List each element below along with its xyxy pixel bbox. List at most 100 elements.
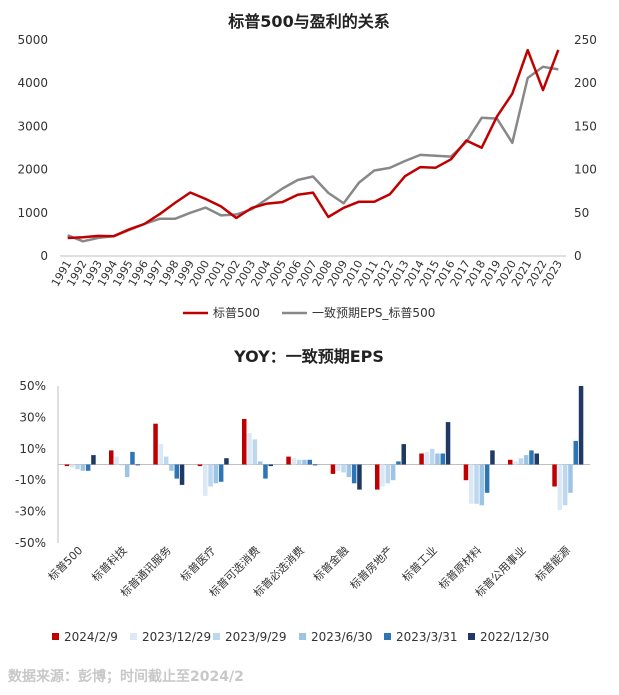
line-chart: 标普500与盈利的关系 0 1000 2000 3000 4000 5000 0 50 100…	[17, 12, 596, 320]
bar	[257, 461, 263, 465]
bar	[463, 464, 469, 481]
bar	[518, 458, 524, 465]
bar	[247, 433, 252, 465]
bar	[529, 450, 534, 465]
y-tick-label: -30%	[15, 505, 46, 519]
bar	[351, 464, 357, 484]
legend-swatch	[384, 633, 391, 640]
y-right-tick-label: 150	[574, 119, 597, 133]
line-chart-legend: 标普500 一致预期EPS_标普500	[183, 306, 435, 320]
bar	[263, 464, 268, 479]
line-chart-title: 标普500与盈利的关系	[227, 12, 389, 31]
bar	[401, 444, 406, 465]
bar	[380, 464, 385, 487]
bar	[208, 464, 213, 487]
bar	[218, 464, 224, 482]
bar	[336, 464, 341, 471]
bar-chart-bars	[64, 386, 584, 510]
bar	[562, 464, 568, 506]
bar	[179, 464, 185, 485]
bar	[330, 464, 336, 474]
bar	[375, 464, 380, 490]
bar	[286, 456, 291, 465]
bar	[291, 458, 297, 465]
bar	[70, 464, 75, 468]
legend-label: 2024/2/9	[64, 630, 118, 644]
y-right-tick-label: 50	[574, 206, 589, 220]
bar	[484, 464, 490, 493]
line-chart-series	[67, 48, 560, 243]
bar	[91, 455, 96, 465]
legend-swatch	[299, 633, 306, 640]
bar	[213, 464, 219, 484]
legend-swatch	[130, 633, 137, 640]
bar	[568, 464, 573, 493]
line-chart-left-axis: 0 1000 2000 3000 4000 5000	[17, 33, 48, 263]
source-note: 数据来源：彭博；时间截止至2024/2	[8, 668, 244, 685]
bar	[119, 464, 125, 466]
y-right-tick-label: 100	[574, 163, 597, 177]
y-left-tick-label: 4000	[17, 76, 48, 90]
bar	[307, 459, 312, 465]
bar	[252, 439, 258, 465]
bar	[435, 453, 440, 465]
bar-chart-y-axis: 50% 30% 10% -10% -30% -50%	[15, 379, 46, 550]
bar	[573, 440, 578, 465]
legend-label-eps: 一致预期EPS_标普500	[312, 306, 435, 320]
bar	[429, 448, 435, 465]
y-left-tick-label: 2000	[17, 163, 48, 177]
bar	[469, 464, 474, 504]
bar	[490, 450, 495, 465]
bar	[224, 458, 229, 465]
y-left-tick-label: 1000	[17, 206, 48, 220]
y-right-tick-label: 200	[574, 76, 597, 90]
y-tick-label: 10%	[19, 442, 46, 456]
x-tick-label: 标普房地产	[347, 543, 396, 592]
y-right-tick-label: 250	[574, 33, 597, 47]
x-tick-label: 标普医疗	[177, 543, 218, 584]
y-right-tick-label: 0	[574, 249, 582, 263]
legend-label: 2023/6/30	[311, 630, 373, 644]
bar	[357, 464, 362, 490]
x-tick-label: 标普金融	[310, 543, 351, 584]
bar	[534, 453, 539, 465]
y-tick-label: -50%	[15, 536, 46, 550]
bar	[75, 464, 80, 470]
legend-label-sp500: 标普500	[213, 306, 260, 320]
line-chart-right-axis: 0 50 100 150 200 250	[574, 33, 597, 263]
legend-label: 2022/12/30	[480, 630, 549, 644]
bar	[169, 464, 174, 471]
bar	[523, 455, 529, 465]
bar	[268, 464, 273, 467]
bar	[479, 464, 485, 506]
bar	[346, 464, 352, 478]
legend-label: 2023/9/29	[225, 630, 287, 644]
bar	[80, 464, 86, 471]
x-tick-label: 标普工业	[399, 543, 440, 584]
y-left-tick-label: 5000	[17, 33, 48, 47]
bar	[296, 459, 302, 465]
bar	[474, 464, 479, 504]
bar	[508, 459, 513, 465]
legend-swatch	[213, 633, 220, 640]
bar	[242, 419, 247, 465]
y-left-tick-label: 0	[40, 249, 48, 263]
bar-chart-grid	[57, 386, 590, 543]
bar-chart-legend: 2024/2/9 2023/12/29 2023/9/29 2023/6/30 2023…	[52, 630, 549, 644]
bar	[163, 456, 169, 465]
bar	[197, 464, 203, 467]
line-chart-x-axis: 1991199219931994199519961997199819992000…	[49, 258, 565, 289]
legend-swatch	[52, 633, 59, 640]
bar	[445, 422, 451, 465]
series-line-sp500	[67, 48, 560, 240]
bar	[312, 464, 318, 466]
bar	[114, 456, 119, 465]
bar	[440, 453, 445, 465]
x-tick-label: 标普500	[45, 543, 85, 583]
bar	[85, 464, 91, 471]
series-line-eps	[67, 65, 559, 243]
legend-label: 2023/12/29	[142, 630, 211, 644]
y-tick-label: -10%	[15, 473, 46, 487]
bar	[153, 423, 158, 465]
bar	[109, 450, 114, 465]
